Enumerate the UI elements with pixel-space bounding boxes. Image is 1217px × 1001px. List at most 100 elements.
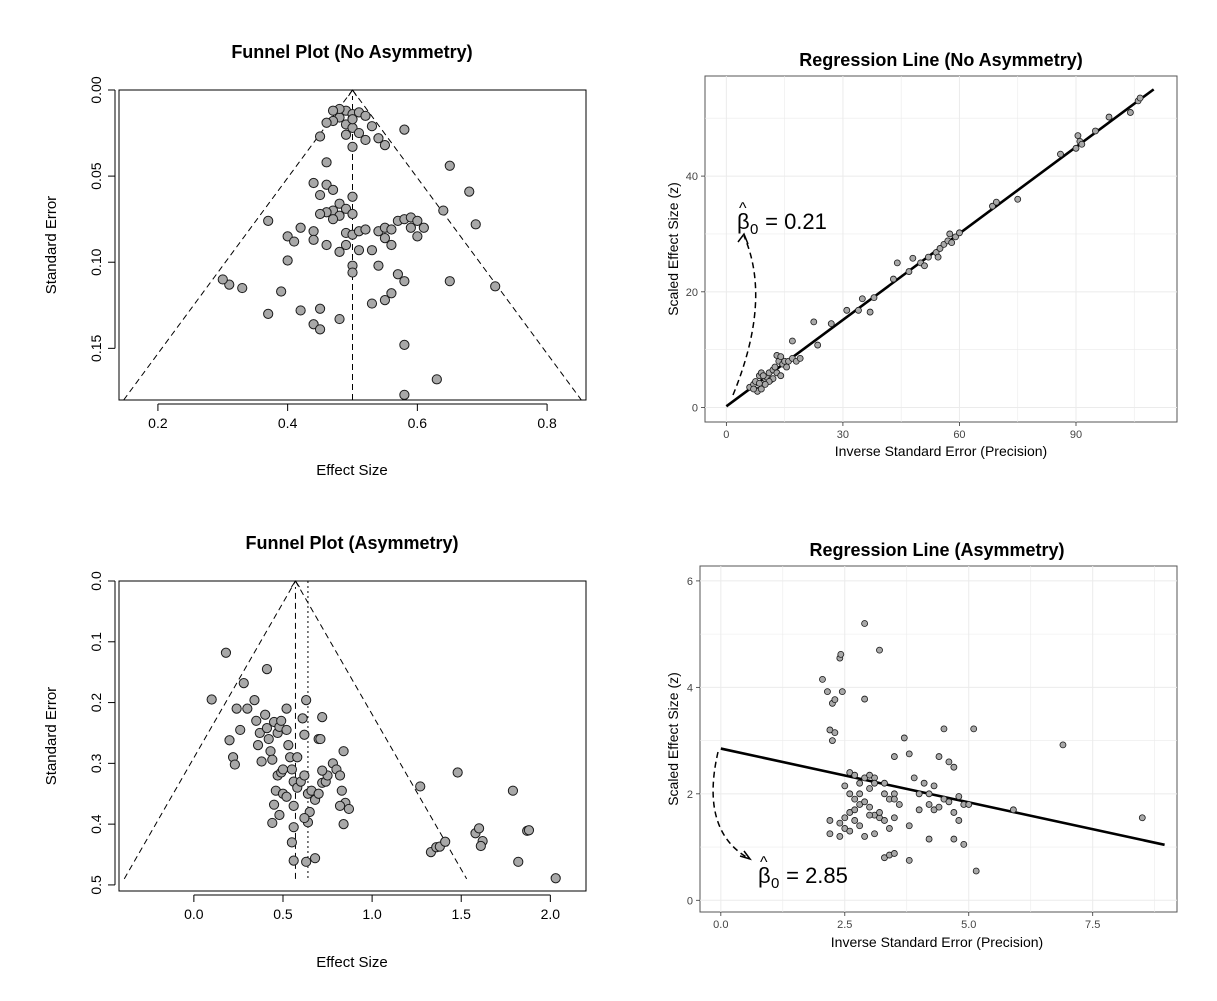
x-tick-label: 1.0 [362, 906, 382, 922]
data-point [965, 801, 973, 808]
data-point [360, 110, 371, 121]
data-point [1009, 806, 1017, 814]
data-point [299, 812, 310, 824]
data-point [412, 215, 423, 226]
funnel-plot-asymmetry: Funnel Plot (Asymmetry) 0.0 0.5 1.0 1.5 2.0 … [43, 533, 587, 971]
data-point [229, 759, 240, 770]
x-tick-label: 2.0 [541, 906, 561, 922]
data-point [317, 765, 328, 776]
x-tick-label: 2.5 [837, 919, 852, 931]
data-point [1059, 741, 1067, 749]
data-point [366, 121, 378, 132]
data-point [886, 825, 893, 832]
data-point [289, 236, 300, 247]
data-point [861, 695, 869, 703]
x-tick-label: 0.6 [408, 415, 428, 431]
y-tick-label: 0.0 [88, 571, 104, 591]
data-point [314, 303, 326, 314]
data-point [444, 160, 455, 171]
data-point [861, 798, 869, 806]
y-tick-label: 0 [692, 403, 698, 415]
center-arrow-head [291, 580, 300, 588]
data-point [238, 678, 249, 689]
x-tick-label: 0.8 [537, 415, 557, 431]
y-tick-label: 0.2 [88, 693, 104, 713]
data-point [263, 733, 274, 745]
data-point [415, 781, 426, 792]
data-point [946, 230, 954, 238]
data-point [925, 835, 933, 843]
y-axis-label: Standard Error [43, 196, 60, 294]
data-point [934, 253, 942, 261]
data-point [267, 817, 278, 829]
data-point [866, 803, 873, 811]
data-point [314, 131, 326, 142]
beta-annotation: β ^ 0 = 2.85 [758, 854, 848, 892]
data-point [373, 260, 384, 271]
data-point [789, 337, 796, 345]
data-point [299, 729, 310, 740]
x-tick-label: 0 [723, 429, 729, 441]
data-point [831, 729, 839, 737]
data-point [338, 819, 349, 830]
data-points [206, 647, 561, 884]
chart-title: Regression Line (Asymmetry) [809, 540, 1064, 560]
data-point [308, 234, 319, 245]
data-point [327, 214, 339, 225]
data-point [945, 758, 953, 766]
y-axis-label: Scaled Effect Size (z) [665, 672, 681, 806]
data-point [379, 140, 391, 151]
data-point [824, 688, 831, 696]
data-point [895, 801, 903, 808]
data-point [452, 767, 463, 778]
arrow-head [737, 232, 749, 245]
data-point [759, 372, 767, 380]
data-point [814, 341, 822, 349]
data-point [444, 276, 455, 287]
data-point [317, 712, 328, 723]
data-point [970, 725, 978, 733]
data-point [905, 856, 913, 864]
data-point [295, 222, 306, 233]
data-point [327, 184, 339, 195]
data-point [846, 827, 854, 835]
y-tick-label: 0 [687, 895, 693, 907]
data-point [1072, 144, 1080, 152]
data-point [876, 809, 883, 816]
data-point [277, 764, 289, 775]
beta-symbol: β [758, 863, 771, 888]
data-point [796, 354, 804, 362]
data-point [251, 715, 262, 726]
data-point [288, 800, 299, 812]
y-tick-label: 0.5 [88, 875, 104, 895]
data-point [1074, 132, 1082, 139]
data-point [295, 305, 306, 316]
x-axis-ticks: 0.0 0.5 1.0 1.5 2.0 [184, 894, 561, 922]
data-point [470, 219, 481, 230]
data-point [254, 727, 265, 739]
data-point [960, 840, 968, 848]
data-point [321, 117, 332, 128]
data-point [952, 233, 959, 241]
data-point [347, 191, 358, 202]
data-point [523, 825, 535, 836]
data-point [473, 823, 485, 834]
beta-subscript: 0 [750, 221, 758, 238]
data-point [347, 114, 358, 125]
data-point [924, 253, 932, 261]
data-point [288, 822, 299, 833]
data-point [1136, 94, 1144, 102]
data-point [771, 363, 779, 371]
data-point [910, 774, 918, 782]
data-point [810, 318, 818, 326]
data-point [819, 675, 826, 683]
data-point [464, 186, 475, 197]
data-point [893, 259, 901, 267]
data-point [936, 245, 944, 252]
data-point [950, 835, 958, 843]
x-axis-label: Inverse Standard Error (Precision) [831, 934, 1043, 950]
data-point [292, 752, 303, 763]
x-axis-label: Effect Size [316, 462, 387, 479]
y-tick-label: 4 [687, 682, 693, 694]
data-point [314, 324, 326, 335]
